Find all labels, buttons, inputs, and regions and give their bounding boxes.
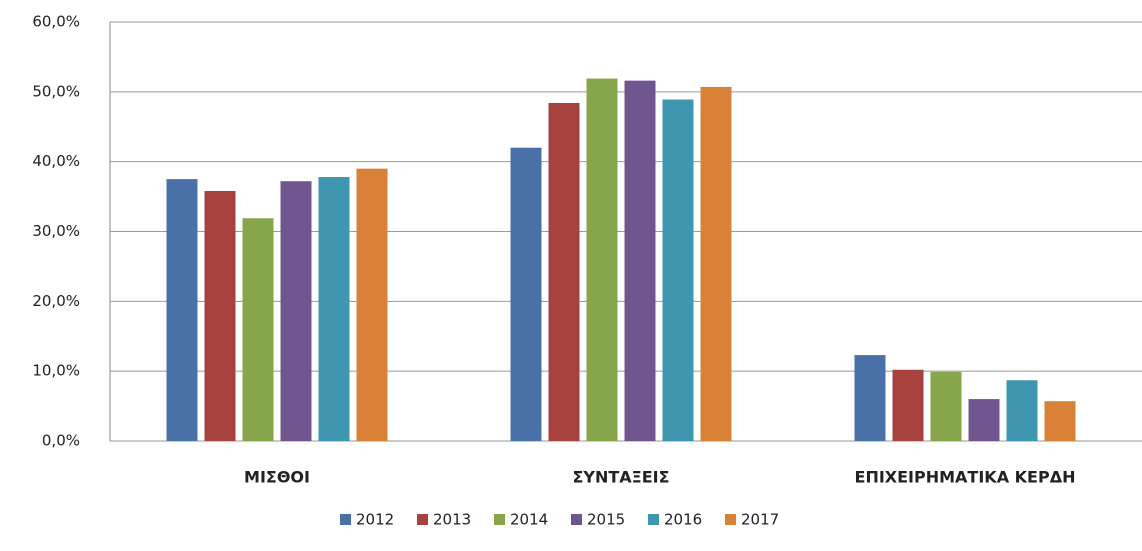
bar <box>356 168 388 441</box>
y-tick-label: 20,0% <box>32 292 80 310</box>
y-tick-label: 0,0% <box>42 432 80 450</box>
legend-label: 2016 <box>664 511 702 529</box>
y-tick-label: 30,0% <box>32 222 80 240</box>
y-tick-label: 10,0% <box>32 362 80 380</box>
bar <box>204 190 236 441</box>
legend-label: 2012 <box>356 511 394 529</box>
legend-label: 2013 <box>433 511 471 529</box>
x-tick-label: ΜΙΣΘΟΙ <box>244 468 310 487</box>
legend-label: 2015 <box>587 511 625 529</box>
legend-label: 2017 <box>741 511 779 529</box>
bar <box>930 371 962 441</box>
x-tick-label: ΣΥΝΤΑΞΕΙΣ <box>572 468 669 487</box>
y-tick-label: 50,0% <box>32 82 80 100</box>
bar <box>586 78 618 441</box>
legend-swatch <box>417 514 428 525</box>
legend-swatch <box>571 514 582 525</box>
legend-swatch <box>494 514 505 525</box>
bar <box>548 103 580 442</box>
bar <box>1044 401 1076 441</box>
bar <box>968 399 1000 441</box>
y-tick-label: 60,0% <box>32 13 80 31</box>
bar <box>854 355 886 441</box>
y-tick-label: 40,0% <box>32 152 80 170</box>
bar <box>662 99 694 441</box>
bar <box>510 147 542 441</box>
bar <box>892 369 924 441</box>
x-tick-label: ΕΠΙΧΕΙΡΗΜΑΤΙΚΑ ΚΕΡΔΗ <box>855 468 1076 487</box>
legend-swatch <box>725 514 736 525</box>
legend-swatch <box>340 514 351 525</box>
bar <box>1006 380 1038 441</box>
legend-swatch <box>648 514 659 525</box>
bar <box>166 179 198 441</box>
bar <box>242 218 274 441</box>
bar <box>700 86 732 441</box>
bar <box>318 177 350 441</box>
legend-label: 2014 <box>510 511 548 529</box>
bar <box>280 181 312 441</box>
bar <box>624 80 656 441</box>
